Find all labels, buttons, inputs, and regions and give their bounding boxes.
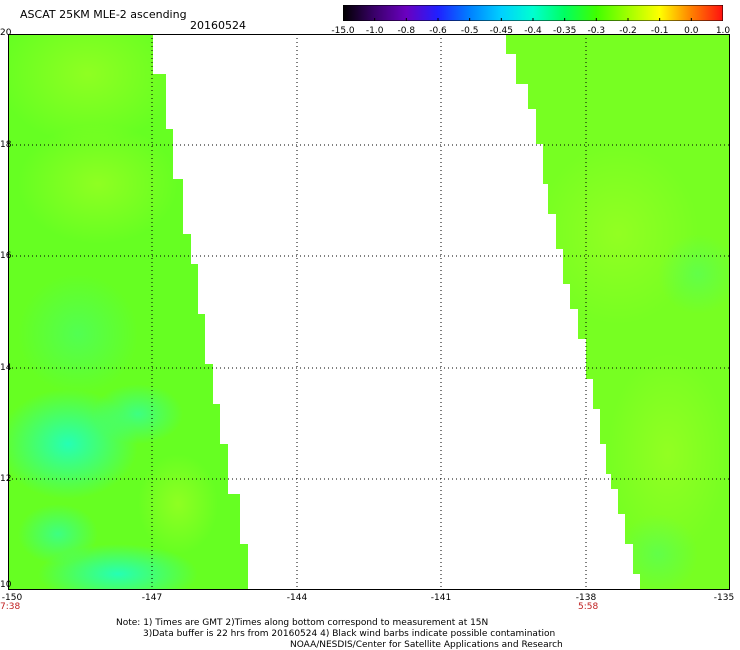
- lon-label-147: -147: [141, 593, 163, 603]
- map-date: 20160524: [190, 19, 246, 32]
- note-line-2: 3)Data buffer is 22 hrs from 20160524 4)…: [143, 629, 556, 639]
- colorbar-label: -0.1: [650, 26, 669, 36]
- lat-label-14: 14: [0, 363, 12, 373]
- note-line-1: Note: 1) Times are GMT 2)Times along bot…: [116, 618, 489, 628]
- lon-label-144: -144: [286, 593, 308, 603]
- lon-label-135: -135: [713, 593, 735, 603]
- colorbar-label: -0.5: [460, 26, 479, 36]
- map-plot: [8, 34, 730, 590]
- colorbar-label: -0.6: [429, 26, 447, 36]
- colorbar-label: -15.0: [331, 26, 355, 36]
- map-title: ASCAT 25KM MLE-2 ascending: [20, 8, 187, 21]
- swath-right: [506, 34, 730, 590]
- colorbar-label: -0.8: [397, 26, 416, 36]
- colorbar-label: -0.3: [587, 26, 606, 36]
- colorbar-label: -1.0: [365, 26, 384, 36]
- lat-label-12: 12: [0, 474, 12, 484]
- colorbar-label: 1.0: [715, 26, 731, 36]
- colorbar-label: -0.2: [619, 26, 637, 36]
- grid-lines: [8, 34, 730, 590]
- time-right: 5:58: [578, 602, 599, 612]
- lon-label-141: -141: [430, 593, 452, 603]
- lat-label-18: 18: [0, 140, 12, 150]
- lat-label-20: 20: [0, 28, 12, 38]
- note-line-3: NOAA/NESDIS/Center for Satellite Applica…: [290, 640, 563, 650]
- colorbar-gradient: [343, 5, 723, 21]
- colorbar-label: 0.0: [684, 26, 699, 36]
- lat-label-16: 16: [0, 251, 12, 261]
- plot-border: [8, 34, 730, 590]
- colorbar-label: -0.35: [553, 26, 577, 36]
- colorbar-label: -0.45: [489, 26, 513, 36]
- lat-label-10: 10: [0, 580, 12, 590]
- colorbar: [343, 5, 723, 21]
- colorbar-label: -0.4: [524, 26, 542, 36]
- swath-left: [8, 34, 248, 590]
- lon-label-138: -138: [575, 593, 597, 603]
- lon-label-150: -150: [1, 593, 23, 603]
- time-left: 7:38: [0, 602, 21, 612]
